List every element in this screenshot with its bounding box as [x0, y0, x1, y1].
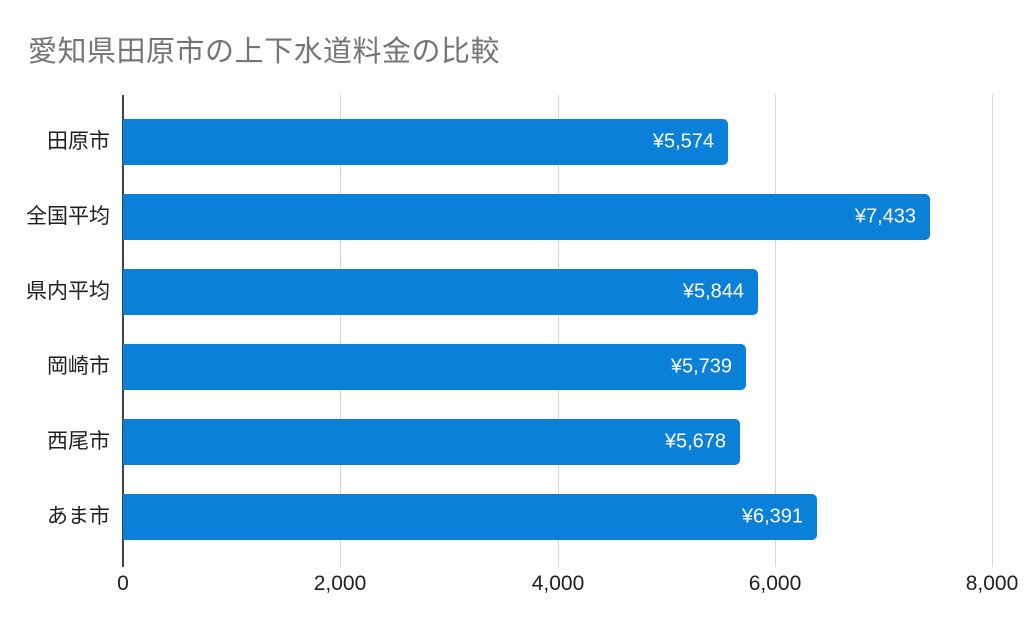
category-label: 田原市 [47, 130, 110, 153]
gridline [340, 95, 341, 567]
x-tick-label: 4,000 [531, 572, 585, 595]
gridline [558, 95, 559, 567]
plot-area: ¥5,574 ¥7,433 ¥5,844 ¥5,739 ¥5,678 ¥6,391 田原市… [26, 95, 1024, 595]
bar-value-label: ¥5,844 [682, 280, 744, 303]
bar-県内平均: ¥5,844 [123, 269, 758, 315]
bar-全国平均: ¥7,433 [123, 194, 930, 240]
bar-value-label: ¥5,739 [670, 355, 732, 378]
bar-value-label: ¥5,574 [652, 130, 714, 153]
category-label: 岡崎市 [47, 355, 110, 378]
x-tick-label: 2,000 [313, 572, 367, 595]
gridline [992, 95, 993, 567]
x-tick-label: 0 [117, 572, 129, 595]
bar-岡崎市: ¥5,739 [123, 344, 746, 390]
bar-value-label: ¥5,678 [664, 430, 726, 453]
y-axis-line [122, 95, 124, 567]
chart-title: 愛知県田原市の上下水道料金の比較 [28, 36, 501, 68]
x-tick-label: 6,000 [748, 572, 802, 595]
bar-西尾市: ¥5,678 [123, 419, 740, 465]
bar-あま市: ¥6,391 [123, 494, 817, 540]
bar-value-label: ¥7,433 [854, 205, 916, 228]
category-label: 県内平均 [26, 280, 110, 303]
bar-value-label: ¥6,391 [741, 505, 803, 528]
category-label: 西尾市 [47, 430, 110, 453]
x-tick-label: 8,000 [965, 572, 1019, 595]
category-label: あま市 [47, 505, 110, 528]
bar-田原市: ¥5,574 [123, 119, 728, 165]
gridline [775, 95, 776, 567]
category-label: 全国平均 [26, 205, 110, 228]
